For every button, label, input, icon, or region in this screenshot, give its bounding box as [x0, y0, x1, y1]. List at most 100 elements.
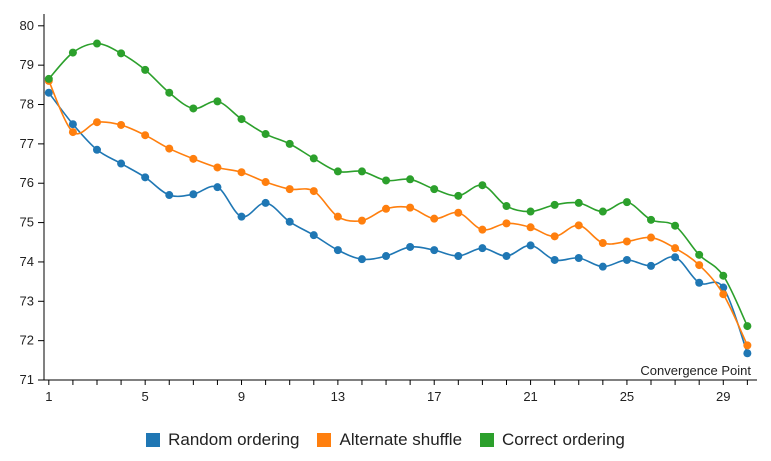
- data-point-correct-ordering: [550, 200, 559, 209]
- data-point-alternate-shuffle: [478, 225, 487, 234]
- data-point-alternate-shuffle: [430, 214, 439, 223]
- data-point-random-ordering: [357, 255, 366, 264]
- data-point-alternate-shuffle: [165, 144, 174, 153]
- data-point-random-ordering: [237, 212, 246, 221]
- data-point-alternate-shuffle: [285, 185, 294, 194]
- x-tick-label: 29: [716, 389, 730, 404]
- y-tick-label: 79: [20, 57, 34, 72]
- legend-swatch: [480, 433, 495, 447]
- series-line-random-ordering: [48, 92, 749, 354]
- data-point-random-ordering: [44, 88, 53, 97]
- x-tick-label: 21: [523, 389, 537, 404]
- data-point-random-ordering: [647, 261, 656, 270]
- data-point-correct-ordering: [430, 185, 439, 194]
- legend-item-correct-ordering: Correct ordering: [480, 430, 625, 450]
- data-point-random-ordering: [213, 183, 222, 192]
- data-point-correct-ordering: [141, 65, 150, 74]
- data-point-random-ordering: [598, 262, 607, 271]
- y-tick-label: 73: [20, 293, 34, 308]
- y-tick-label: 78: [20, 97, 34, 112]
- data-point-random-ordering: [478, 244, 487, 253]
- data-point-random-ordering: [117, 159, 126, 168]
- data-point-alternate-shuffle: [117, 120, 126, 129]
- legend-label: Random ordering: [168, 430, 300, 449]
- data-point-correct-ordering: [189, 104, 198, 113]
- data-point-random-ordering: [309, 231, 318, 240]
- data-point-random-ordering: [189, 190, 198, 199]
- data-point-correct-ordering: [117, 49, 126, 58]
- data-point-random-ordering: [430, 246, 439, 255]
- x-tick-label: 9: [238, 389, 245, 404]
- data-point-alternate-shuffle: [743, 341, 752, 350]
- x-tick-label: 5: [142, 389, 149, 404]
- data-point-correct-ordering: [622, 198, 631, 207]
- legend-label: Correct ordering: [502, 430, 625, 449]
- data-point-correct-ordering: [647, 215, 656, 224]
- data-point-random-ordering: [574, 254, 583, 262]
- legend-item-alternate-shuffle: Alternate shuffle: [317, 430, 462, 450]
- data-point-random-ordering: [406, 242, 415, 251]
- data-point-correct-ordering: [695, 250, 704, 259]
- x-tick-label: 13: [331, 389, 345, 404]
- data-point-correct-ordering: [68, 48, 77, 57]
- legend-item-random-ordering: Random ordering: [146, 430, 299, 450]
- data-point-correct-ordering: [454, 191, 463, 200]
- data-point-alternate-shuffle: [382, 204, 391, 213]
- data-point-alternate-shuffle: [333, 212, 342, 221]
- x-tick-label: 25: [620, 389, 634, 404]
- data-point-alternate-shuffle: [68, 128, 77, 137]
- data-point-correct-ordering: [598, 207, 607, 216]
- data-point-alternate-shuffle: [454, 208, 463, 217]
- y-tick-label: 71: [20, 372, 34, 387]
- data-point-random-ordering: [285, 217, 294, 226]
- data-point-random-ordering: [526, 241, 535, 250]
- legend-swatch: [146, 433, 161, 447]
- data-point-random-ordering: [502, 252, 511, 261]
- data-point-random-ordering: [261, 198, 270, 207]
- data-point-alternate-shuffle: [92, 118, 101, 127]
- data-point-random-ordering: [165, 191, 174, 200]
- data-point-random-ordering: [454, 252, 463, 261]
- data-point-alternate-shuffle: [695, 261, 704, 270]
- data-point-correct-ordering: [406, 175, 415, 184]
- data-point-alternate-shuffle: [550, 232, 559, 241]
- data-point-alternate-shuffle: [647, 233, 656, 242]
- data-point-random-ordering: [68, 120, 77, 129]
- x-tick-label: 17: [427, 389, 441, 404]
- data-point-correct-ordering: [478, 181, 487, 190]
- data-point-alternate-shuffle: [502, 219, 511, 228]
- data-point-correct-ordering: [309, 154, 318, 163]
- legend-label: Alternate shuffle: [339, 430, 463, 449]
- annotation-convergence-point: Convergence Point: [640, 363, 751, 378]
- data-point-alternate-shuffle: [261, 178, 270, 187]
- data-point-correct-ordering: [357, 167, 366, 176]
- data-point-correct-ordering: [44, 74, 53, 83]
- y-tick-label: 80: [20, 18, 34, 33]
- data-point-alternate-shuffle: [526, 223, 535, 232]
- y-tick-label: 77: [20, 136, 34, 151]
- data-point-correct-ordering: [671, 221, 680, 230]
- x-tick-label: 1: [45, 389, 52, 404]
- y-tick-label: 72: [20, 333, 34, 348]
- legend: Random ordering Alternate shuffle Correct …: [0, 426, 771, 454]
- data-point-alternate-shuffle: [671, 244, 680, 253]
- data-point-alternate-shuffle: [357, 216, 366, 225]
- data-point-correct-ordering: [213, 97, 222, 106]
- data-point-random-ordering: [141, 173, 150, 182]
- data-point-correct-ordering: [333, 167, 342, 176]
- data-point-correct-ordering: [382, 176, 391, 185]
- data-point-alternate-shuffle: [574, 221, 583, 230]
- data-point-alternate-shuffle: [237, 168, 246, 177]
- y-tick-label: 75: [20, 215, 34, 230]
- data-point-alternate-shuffle: [141, 131, 150, 140]
- data-point-correct-ordering: [237, 115, 246, 124]
- data-point-alternate-shuffle: [189, 154, 198, 163]
- data-point-alternate-shuffle: [309, 187, 318, 196]
- data-point-random-ordering: [695, 278, 704, 287]
- data-point-alternate-shuffle: [598, 239, 607, 248]
- legend-swatch: [317, 433, 332, 447]
- y-tick-label: 74: [20, 254, 34, 269]
- data-point-correct-ordering: [526, 207, 535, 216]
- y-tick-label: 76: [20, 175, 34, 190]
